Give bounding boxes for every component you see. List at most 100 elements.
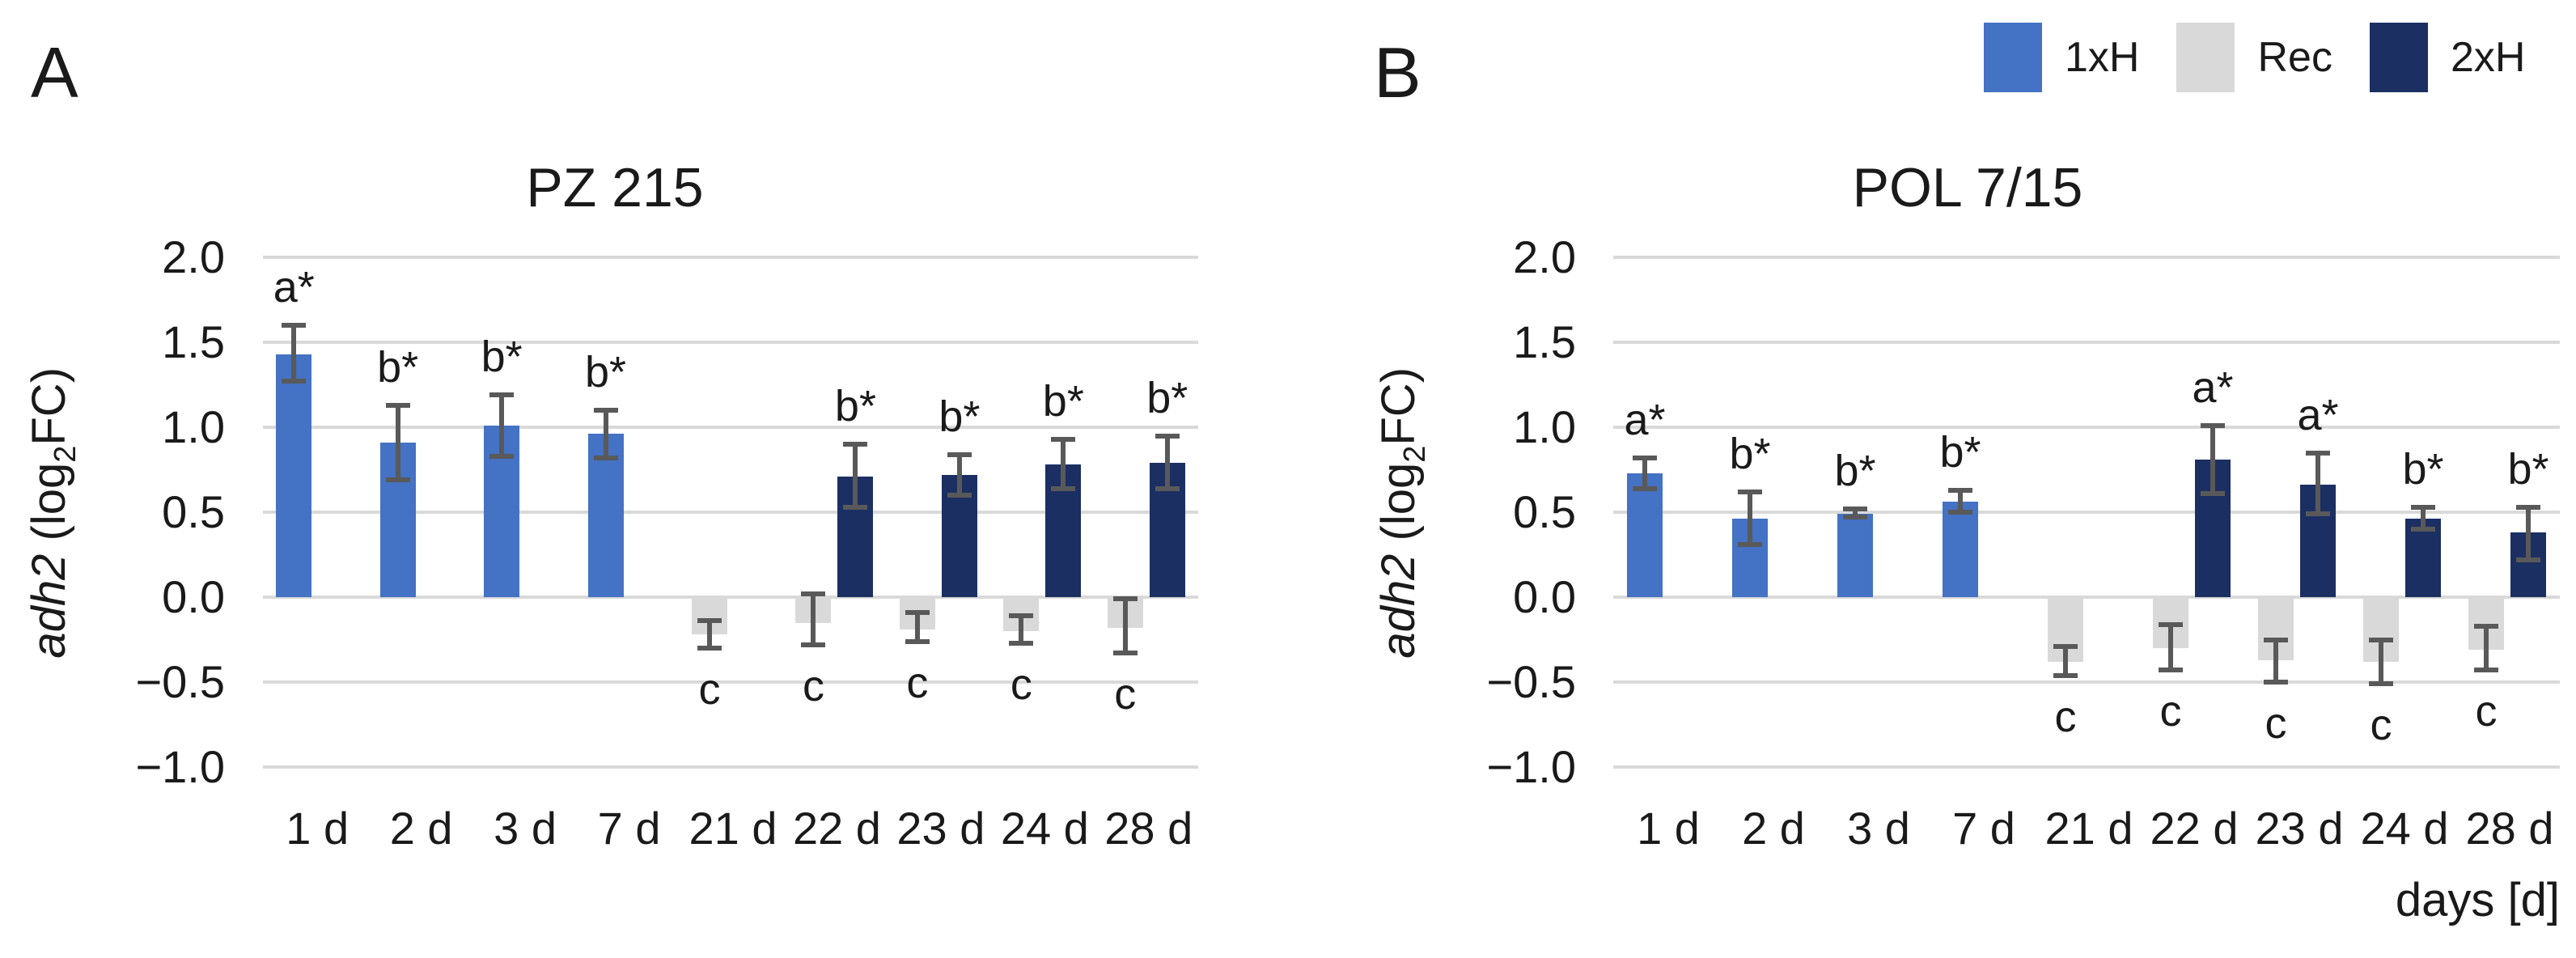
error-bar-cap-top	[905, 609, 930, 615]
sig-label: c	[906, 658, 929, 707]
sig-label: b*	[2507, 444, 2549, 494]
x-tick-label: 24 d	[2360, 803, 2449, 854]
bar-1xH-3d	[1837, 514, 1873, 597]
error-bar-cap-bottom	[1948, 510, 1972, 515]
error-bar	[811, 593, 816, 645]
x-tick-label: 21 d	[2044, 803, 2133, 854]
sig-label: b*	[481, 333, 523, 382]
x-tick-label: 23 d	[896, 803, 985, 854]
error-bar-cap-bottom	[843, 504, 868, 510]
bar-1xH-7d	[587, 434, 624, 597]
error-bar-cap-bottom	[2516, 557, 2540, 562]
error-bar-cap-top	[1051, 436, 1076, 442]
error-bar-cap-top	[282, 323, 307, 328]
sig-label: c	[2370, 701, 2392, 750]
error-bar-cap-bottom	[385, 477, 410, 483]
gridline	[263, 680, 1198, 684]
bar-1xH-1d	[1627, 473, 1663, 597]
error-bar-cap-top	[843, 442, 868, 447]
error-bar-cap-top	[1843, 506, 1867, 511]
bar-2xH-24d	[2405, 519, 2441, 597]
x-tick-label: 21 d	[688, 803, 777, 854]
error-bar-cap-bottom	[593, 455, 618, 460]
sig-label: a*	[1624, 395, 1666, 444]
error-bar-cap-bottom	[2053, 672, 2078, 678]
error-bar-cap-bottom	[1738, 541, 1762, 547]
error-bar	[1642, 457, 1647, 489]
y-tick-label: −1.0	[135, 741, 225, 792]
error-bar	[2315, 452, 2320, 515]
gridline	[263, 426, 1198, 429]
error-bar-cap-bottom	[905, 638, 930, 644]
sig-label: b*	[1834, 446, 1876, 495]
gridline	[1613, 256, 2560, 259]
error-bar-cap-top	[593, 408, 618, 413]
x-tick-label: 22 d	[2150, 803, 2239, 854]
gridline	[1613, 596, 2560, 599]
error-bar	[1748, 491, 1752, 545]
sig-label: a*	[2297, 390, 2339, 439]
bar-1xH-1d	[276, 354, 312, 597]
error-bar-cap-top	[2306, 450, 2330, 456]
sig-label: b*	[2402, 444, 2444, 494]
gridline	[263, 765, 1198, 769]
error-bar	[2421, 507, 2426, 529]
gridline	[1613, 680, 2560, 684]
error-bar-cap-top	[2369, 637, 2393, 642]
error-bar	[2210, 425, 2215, 494]
error-bar-cap-bottom	[1009, 640, 1034, 646]
error-bar-cap-bottom	[947, 493, 972, 498]
error-bar-cap-bottom	[1112, 651, 1138, 656]
error-bar	[1853, 508, 1858, 518]
panel-letter-A: A	[31, 32, 78, 112]
error-bar	[707, 621, 712, 648]
error-bar-cap-top	[1155, 433, 1180, 439]
error-bar-cap-top	[697, 618, 722, 624]
gridline	[1613, 341, 2560, 344]
error-bar-cap-top	[1112, 596, 1138, 602]
error-bar-cap-top	[1738, 489, 1762, 494]
sig-label: a*	[2192, 362, 2234, 412]
error-bar-cap-bottom	[2411, 527, 2435, 532]
error-bar	[2379, 639, 2383, 685]
y-tick-label: 2.0	[162, 231, 225, 282]
error-bar	[603, 410, 608, 458]
error-bar-cap-top	[489, 392, 515, 398]
error-bar	[1164, 435, 1170, 489]
y-tick-label: 0.5	[162, 486, 225, 537]
error-bar-cap-bottom	[697, 646, 722, 651]
y-tick-label: −1.0	[1486, 741, 1576, 792]
error-bar-cap-top	[2474, 623, 2498, 629]
error-bar-cap-top	[2159, 621, 2183, 627]
sig-label: b*	[377, 342, 419, 392]
error-bar	[2484, 625, 2489, 671]
error-bar	[914, 612, 920, 642]
panel-letter-B: B	[1374, 32, 1421, 112]
error-bar	[853, 444, 858, 507]
y-tick-label: 1.5	[1513, 316, 1576, 367]
sig-label: b*	[834, 382, 876, 430]
legend-item-1xH: 1xH	[1984, 23, 2139, 92]
y-tick-label: 0.0	[162, 571, 225, 622]
y-tick-label: 0.5	[1513, 486, 1576, 537]
gridline	[263, 341, 1198, 344]
x-tick-label: 22 d	[792, 803, 881, 854]
error-bar	[2168, 624, 2173, 671]
gridline	[1613, 511, 2560, 514]
sig-label: b*	[585, 348, 627, 396]
gridline	[263, 596, 1198, 599]
error-bar-cap-bottom	[2264, 680, 2288, 685]
error-bar	[291, 325, 297, 382]
sig-label: b*	[938, 392, 981, 441]
error-bar	[1122, 599, 1128, 654]
error-bar-cap-bottom	[1633, 485, 1657, 491]
sig-label: b*	[1939, 427, 1981, 477]
error-bar-cap-bottom	[1155, 485, 1180, 491]
error-bar-cap-bottom	[1051, 485, 1076, 491]
x-tick-label: 3 d	[1847, 803, 1910, 854]
sig-label: c	[698, 665, 721, 714]
error-bar-cap-top	[2053, 643, 2078, 649]
error-bar-cap-bottom	[2369, 681, 2393, 687]
legend-label: Rec	[2257, 34, 2332, 81]
